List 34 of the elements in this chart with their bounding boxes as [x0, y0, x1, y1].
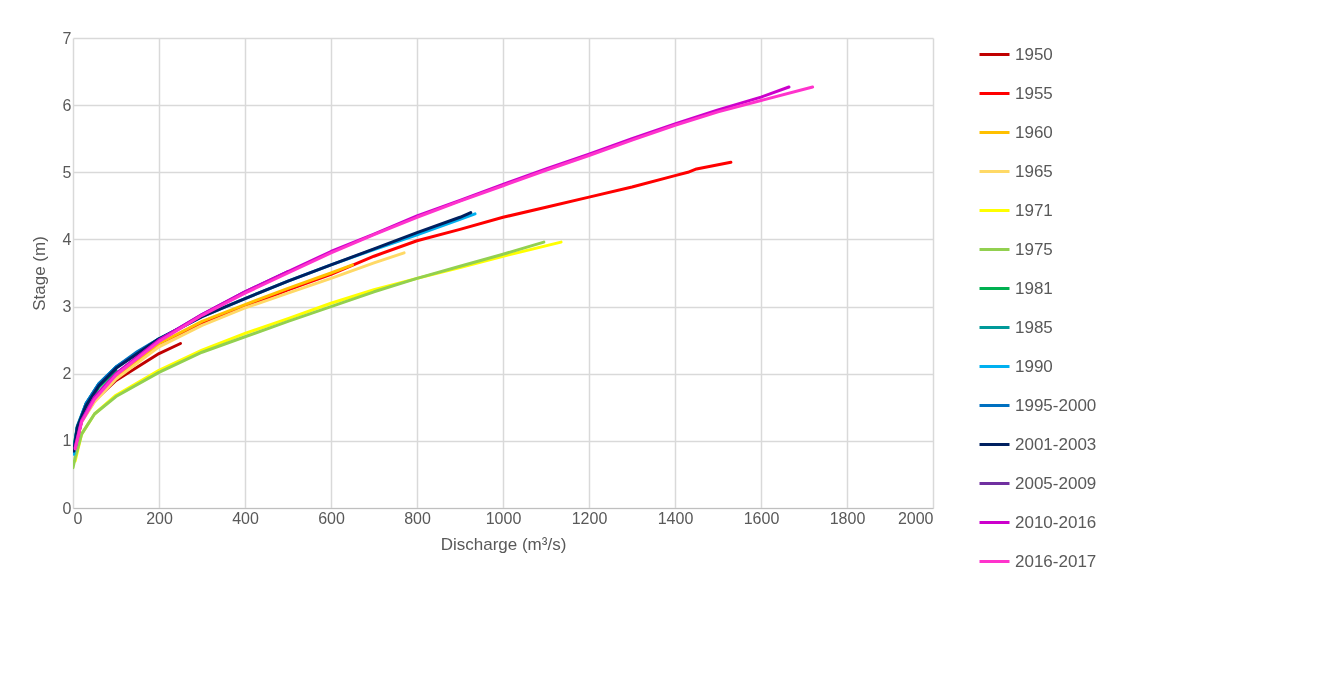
y-tick-label: 7 — [62, 29, 72, 47]
y-tick-label: 1 — [62, 432, 72, 450]
legend-label: 1975 — [1015, 239, 1053, 259]
y-axis-title: Stage (m) — [29, 236, 49, 311]
x-tick-label: 2000 — [897, 509, 934, 527]
x-tick-label: 800 — [404, 509, 431, 527]
legend-label: 1965 — [1015, 161, 1053, 181]
x-tick-label: 1800 — [829, 509, 866, 527]
legend-label: 1971 — [1015, 200, 1053, 220]
y-tick-label: 4 — [62, 230, 72, 248]
legend-label: 1990 — [1015, 356, 1053, 376]
legend-label: 2005-2009 — [1015, 473, 1097, 493]
x-axis-title: Discharge (m³/s) — [440, 534, 567, 554]
legend-label: 2001-2003 — [1015, 434, 1097, 454]
x-tick-label: 1600 — [743, 509, 780, 527]
y-tick-label: 6 — [62, 96, 72, 114]
y-tick-label: 5 — [62, 163, 72, 181]
legend-label: 2016-2017 — [1015, 551, 1097, 571]
x-tick-label: 1200 — [571, 509, 608, 527]
x-tick-label: 1000 — [485, 509, 522, 527]
legend-label: 1995-2000 — [1015, 395, 1097, 415]
y-tick-label: 3 — [62, 298, 72, 316]
legend-label: 2010-2016 — [1015, 512, 1097, 532]
x-tick-label: 600 — [318, 509, 345, 527]
x-tick-label: 1400 — [657, 509, 694, 527]
legend-label: 1960 — [1015, 122, 1053, 142]
legend-label: 1985 — [1015, 317, 1053, 337]
x-tick-label: 0 — [73, 509, 83, 527]
legend-label: 1981 — [1015, 278, 1053, 298]
legend-label: 1955 — [1015, 83, 1053, 103]
y-tick-label: 2 — [62, 365, 72, 383]
legend-label: 1950 — [1015, 44, 1053, 64]
x-tick-label: 200 — [146, 509, 173, 527]
x-tick-label: 400 — [232, 509, 259, 527]
